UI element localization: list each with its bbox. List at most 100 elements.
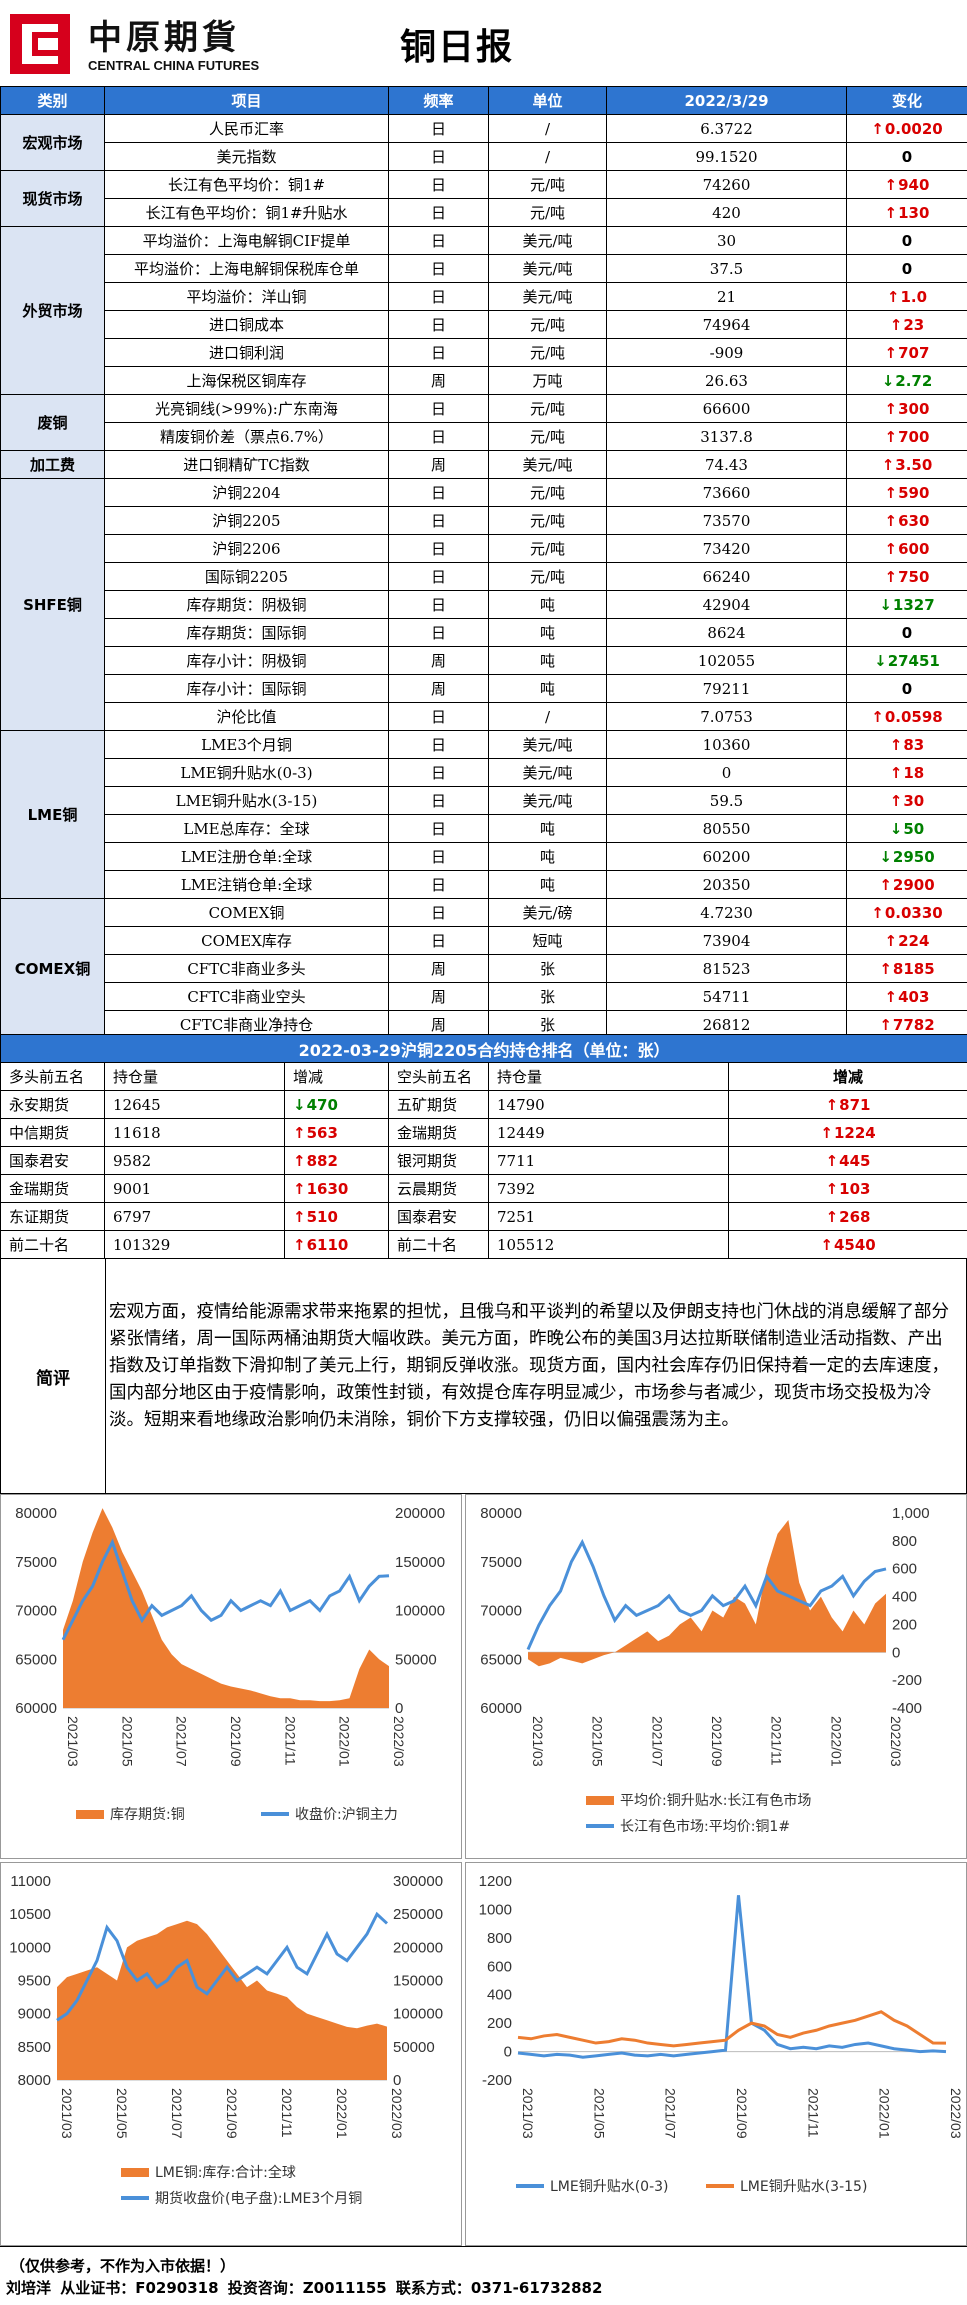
arrow-up-icon: ↑ — [885, 988, 898, 1006]
value-cell: 79211 — [607, 675, 847, 703]
short-broker-name: 金瑞期货 — [389, 1119, 489, 1147]
analyst-info: 刘培洋 从业证书：F0290318 投资咨询：Z0011155 联系方式：037… — [6, 2277, 602, 2298]
arrow-up-icon: ↑ — [826, 1208, 839, 1226]
change-cell: ↑700 — [847, 423, 967, 451]
change-cell: ↑8185 — [847, 955, 967, 983]
arrow-up-icon: ↑ — [871, 120, 884, 138]
value-cell: 81523 — [607, 955, 847, 983]
long-position: 6797 — [105, 1203, 285, 1231]
header-category: 类别 — [1, 87, 105, 115]
arrow-up-icon: ↑ — [887, 288, 900, 306]
unit-cell: 元/吨 — [489, 479, 607, 507]
arrow-up-icon: ↑ — [885, 204, 898, 222]
x-axis-tick-label: 2021/07 — [649, 1716, 665, 1767]
right-axis-tick-label: 200 — [892, 1616, 917, 1633]
unit-cell: 吨 — [489, 815, 607, 843]
change-value: 630 — [898, 512, 929, 530]
arrow-up-icon: ↑ — [890, 736, 903, 754]
change-cell: ↑0.0330 — [847, 899, 967, 927]
item-cell: 上海保税区铜库存 — [105, 367, 389, 395]
short-position: 14790 — [489, 1091, 729, 1119]
change-value: 224 — [898, 932, 929, 950]
change-cell: ↑590 — [847, 479, 967, 507]
change-cell: ↑707 — [847, 339, 967, 367]
freq-cell: 日 — [389, 535, 489, 563]
table-row: 宏观市场人民币汇率日/6.3722↑0.0020 — [1, 115, 967, 143]
change-value: 590 — [898, 484, 929, 502]
left-axis-tick-label: 400 — [487, 1987, 512, 2004]
x-axis-tick-label: 2021/11 — [769, 1716, 785, 1766]
long-position: 9582 — [105, 1147, 285, 1175]
freq-cell: 日 — [389, 395, 489, 423]
freq-cell: 日 — [389, 843, 489, 871]
unit-cell: 美元/吨 — [489, 255, 607, 283]
item-cell: 长江有色平均价：铜1#升贴水 — [105, 199, 389, 227]
table-row: 进口铜利润日元/吨-909↑707 — [1, 339, 967, 367]
x-axis-tick-label: 2021/07 — [174, 1716, 190, 1767]
change-value: 130 — [898, 204, 929, 222]
long-change: ↑563 — [285, 1119, 389, 1147]
unit-cell: 元/吨 — [489, 171, 607, 199]
left-axis-tick-label: 9000 — [18, 2006, 51, 2023]
unit-cell: / — [489, 143, 607, 171]
left-axis-tick-label: 10000 — [9, 1939, 51, 1956]
left-axis-tick-label: 11000 — [10, 1873, 51, 1890]
freq-cell: 日 — [389, 703, 489, 731]
arrow-up-icon: ↑ — [826, 1180, 839, 1198]
long-broker-name: 前二十名 — [1, 1231, 105, 1259]
change-cell: ↓50 — [847, 815, 967, 843]
arrow-down-icon: ↓ — [879, 848, 892, 866]
change-cell: ↑224 — [847, 927, 967, 955]
left-axis-tick-label: 80000 — [15, 1505, 57, 1522]
header-change: 变化 — [847, 87, 967, 115]
unit-cell: 美元/吨 — [489, 451, 607, 479]
unit-cell: 短吨 — [489, 927, 607, 955]
arrow-down-icon: ↓ — [879, 596, 892, 614]
value-cell: 21 — [607, 283, 847, 311]
item-cell: LME总库存：全球 — [105, 815, 389, 843]
change-cell: ↑630 — [847, 507, 967, 535]
arrow-down-icon: ↓ — [293, 1096, 306, 1114]
category-cell: 宏观市场 — [1, 115, 105, 171]
right-axis-tick-label: 200000 — [393, 1939, 443, 1956]
category-cell: 加工费 — [1, 451, 105, 479]
change-value: 707 — [898, 344, 929, 362]
item-cell: 美元指数 — [105, 143, 389, 171]
x-axis-tick-label: 2022/01 — [334, 2088, 350, 2139]
change-value: 0 — [902, 624, 912, 642]
item-cell: 光亮铜线(>99%):广东南海 — [105, 395, 389, 423]
x-axis-tick-label: 2021/03 — [520, 2088, 536, 2139]
right-axis-tick-label: 0 — [395, 1700, 403, 1717]
ranking-header-short-name: 空头前五名 — [389, 1063, 489, 1091]
item-cell: CFTC非商业多头 — [105, 955, 389, 983]
unit-cell: 美元/吨 — [489, 227, 607, 255]
long-position: 9001 — [105, 1175, 285, 1203]
unit-cell: 吨 — [489, 675, 607, 703]
change-value: 750 — [898, 568, 929, 586]
value-cell: 30 — [607, 227, 847, 255]
change-value: 50 — [903, 820, 924, 838]
x-axis-tick-label: 2021/05 — [590, 1716, 606, 1767]
item-cell: COMEX铜 — [105, 899, 389, 927]
x-axis-tick-label: 2021/07 — [663, 2088, 679, 2139]
item-cell: 进口铜精矿TC指数 — [105, 451, 389, 479]
arrow-up-icon: ↑ — [826, 1152, 839, 1170]
freq-cell: 周 — [389, 675, 489, 703]
change-value: 0.0330 — [885, 904, 943, 922]
item-cell: 精废铜价差（票点6.7%） — [105, 423, 389, 451]
logo-english-name: CENTRAL CHINA FUTURES — [88, 58, 259, 73]
arrow-up-icon: ↑ — [885, 540, 898, 558]
ranking-change-value: 445 — [839, 1152, 870, 1170]
left-axis-tick-label: 80000 — [480, 1505, 522, 1522]
freq-cell: 日 — [389, 731, 489, 759]
freq-cell: 日 — [389, 311, 489, 339]
